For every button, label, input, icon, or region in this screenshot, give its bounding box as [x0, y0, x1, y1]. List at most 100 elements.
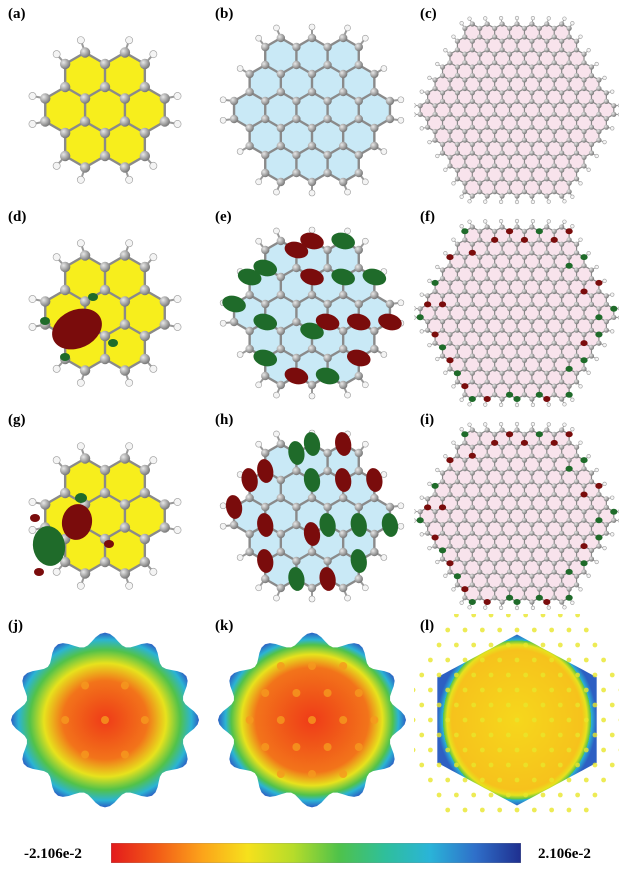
ring-fill: [517, 140, 532, 158]
ring-fill: [457, 88, 473, 106]
carbon-atom: [439, 353, 446, 359]
ring-fill: [464, 101, 480, 119]
esp-dimple: [583, 627, 589, 633]
carbon-atom: [499, 379, 505, 385]
ring-fill: [539, 330, 555, 348]
esp-dimple: [592, 702, 598, 708]
orbital-lobe: [257, 549, 274, 573]
orbital-lobe: [319, 567, 336, 591]
carbon-atom: [338, 583, 348, 593]
carbon-atom: [477, 288, 483, 295]
carbon-atom: [119, 453, 131, 464]
hydrogen-atom: [435, 153, 440, 159]
panel-a: (a): [2, 2, 208, 206]
carbon-atom: [439, 116, 446, 122]
ring-fill: [554, 278, 570, 296]
esp-dimple: [540, 762, 546, 768]
carbon-atom: [323, 168, 332, 178]
esp-dimple: [497, 717, 503, 723]
ring-fill: [442, 343, 458, 361]
carbon-atom: [514, 47, 520, 53]
carbon-atom: [551, 466, 557, 472]
carbon-atom: [454, 444, 461, 450]
carbon-atom: [370, 547, 379, 557]
hydrogen-atom: [594, 153, 599, 159]
ring-fill: [502, 239, 517, 258]
carbon-atom: [276, 69, 286, 79]
ring-fill: [494, 481, 510, 499]
carbon-atom: [544, 73, 550, 79]
ring-fill: [517, 317, 532, 335]
carbon-atom: [292, 263, 301, 273]
hydrogen-atom: [602, 140, 607, 145]
carbon-atom: [581, 314, 587, 320]
carbon-atom: [439, 98, 446, 104]
ring-fill: [479, 178, 495, 196]
carbon-atom: [447, 517, 453, 523]
ring-fill: [524, 381, 540, 399]
carbon-atom: [477, 154, 483, 160]
carbon-atom: [529, 141, 535, 147]
orbital-lobe: [565, 391, 573, 398]
esp-dimple: [592, 792, 598, 798]
orbital-lobe: [580, 491, 588, 498]
carbon-atom: [506, 189, 513, 195]
carbon-atom: [521, 560, 528, 566]
carbon-atom: [484, 38, 490, 44]
carbon-atom: [245, 547, 254, 557]
esp-dimple: [601, 747, 607, 753]
carbon-atom: [454, 73, 461, 79]
carbon-atom: [529, 427, 535, 433]
esp-dimple: [557, 614, 563, 618]
carbon-atom: [544, 327, 550, 333]
carbon-atom: [447, 137, 453, 143]
carbon-atom: [469, 522, 475, 528]
hydrogen-atom: [562, 16, 567, 21]
carbon-atom: [536, 180, 542, 186]
ring-fill: [531, 62, 547, 80]
carbon-atom: [477, 560, 483, 566]
carbon-atom: [477, 569, 483, 575]
esp-dimple: [339, 716, 348, 724]
carbon-atom: [370, 326, 379, 336]
esp-dimple: [531, 747, 537, 753]
carbon-atom: [354, 96, 363, 106]
carbon-atom: [462, 483, 468, 489]
ring-fill: [576, 114, 592, 132]
carbon-atom: [536, 340, 542, 346]
ring-fill: [517, 468, 532, 486]
esp-dimple: [583, 717, 589, 723]
orbital-lobe: [453, 573, 462, 580]
carbon-atom: [499, 479, 505, 485]
ring-fill: [479, 455, 495, 473]
esp-dimple: [81, 750, 90, 759]
hydrogen-atom: [578, 181, 583, 186]
ring-fill: [494, 559, 510, 577]
ring-fill: [576, 468, 592, 486]
hydrogen-atom: [451, 384, 456, 389]
carbon-atom: [469, 276, 475, 282]
hydrogen-atom: [586, 370, 591, 375]
panel-c: (c): [414, 2, 619, 206]
esp-dimple: [427, 717, 433, 723]
carbon-atom: [323, 114, 332, 124]
carbon-atom: [573, 276, 580, 282]
ring-fill: [539, 252, 555, 270]
esp-dimple: [479, 717, 485, 723]
carbon-atom: [499, 599, 505, 605]
carbon-atom: [370, 141, 379, 151]
carbon-atom: [261, 96, 270, 106]
ring-fill: [517, 36, 532, 55]
orbital-lobe: [610, 508, 618, 515]
carbon-atom: [499, 73, 505, 79]
hydrogen-atom: [427, 546, 432, 551]
orbital-lobe: [253, 259, 278, 277]
carbon-atom: [338, 141, 348, 151]
panel-graphic: [414, 614, 619, 813]
carbon-atom: [477, 263, 483, 269]
ring-fill: [539, 49, 555, 67]
carbon-atom: [499, 582, 505, 588]
hydrogen-atom: [459, 397, 464, 402]
panel-k: (k): [209, 614, 415, 818]
ring-fill: [546, 468, 562, 486]
